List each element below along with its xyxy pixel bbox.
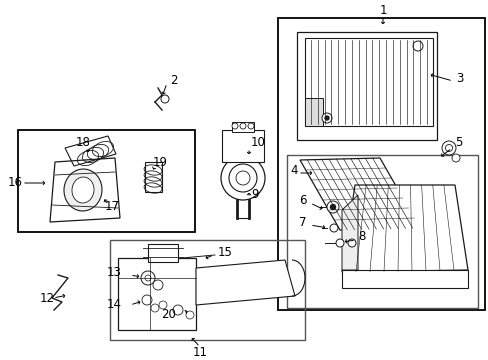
Bar <box>110 240 305 340</box>
Text: 11: 11 <box>192 346 207 359</box>
Circle shape <box>231 123 238 129</box>
Circle shape <box>326 201 338 213</box>
Text: 16: 16 <box>8 176 23 189</box>
Text: 8: 8 <box>357 230 365 243</box>
Text: 1: 1 <box>379 4 386 17</box>
Bar <box>278 18 484 310</box>
Text: 3: 3 <box>455 72 463 85</box>
Circle shape <box>185 311 194 319</box>
Bar <box>296 32 436 140</box>
Circle shape <box>335 239 343 247</box>
Bar <box>18 130 195 232</box>
Polygon shape <box>196 260 294 305</box>
Bar <box>148 244 178 262</box>
Circle shape <box>451 154 459 162</box>
Text: 14: 14 <box>107 298 122 311</box>
Circle shape <box>221 156 264 200</box>
Circle shape <box>247 123 253 129</box>
Bar <box>145 162 162 192</box>
Circle shape <box>145 275 151 281</box>
Bar <box>341 270 467 288</box>
Circle shape <box>321 113 331 123</box>
Bar <box>286 155 477 308</box>
Text: 20: 20 <box>161 309 176 321</box>
Circle shape <box>412 41 422 51</box>
Text: 9: 9 <box>250 188 258 201</box>
Circle shape <box>151 304 159 312</box>
Circle shape <box>141 271 155 285</box>
Text: 19: 19 <box>153 157 168 170</box>
Circle shape <box>142 295 152 305</box>
Text: 4: 4 <box>289 163 297 176</box>
Text: 2: 2 <box>170 73 177 86</box>
Circle shape <box>228 164 257 192</box>
Text: 12: 12 <box>40 292 54 305</box>
Circle shape <box>445 144 451 152</box>
Circle shape <box>161 95 169 103</box>
Polygon shape <box>299 158 419 230</box>
Circle shape <box>236 171 249 185</box>
Ellipse shape <box>64 169 102 211</box>
Circle shape <box>173 305 183 315</box>
Polygon shape <box>50 158 120 222</box>
Text: 6: 6 <box>298 194 306 207</box>
Bar <box>222 130 264 162</box>
Circle shape <box>240 123 245 129</box>
Text: 7: 7 <box>298 216 306 229</box>
Circle shape <box>330 204 335 210</box>
Text: 17: 17 <box>105 201 120 213</box>
Circle shape <box>329 224 337 232</box>
Circle shape <box>441 141 455 155</box>
Text: 5: 5 <box>454 135 462 148</box>
Ellipse shape <box>72 177 94 203</box>
Text: 15: 15 <box>218 246 232 258</box>
Polygon shape <box>341 185 467 272</box>
Bar <box>305 98 323 126</box>
Bar <box>305 38 432 126</box>
Circle shape <box>347 239 355 247</box>
Circle shape <box>325 116 328 120</box>
Bar <box>118 258 196 330</box>
Text: 13: 13 <box>107 266 122 279</box>
Bar <box>231 122 253 132</box>
Text: 10: 10 <box>250 136 265 149</box>
Circle shape <box>153 280 163 290</box>
Circle shape <box>159 301 167 309</box>
Polygon shape <box>341 195 357 270</box>
Text: 18: 18 <box>76 136 90 149</box>
